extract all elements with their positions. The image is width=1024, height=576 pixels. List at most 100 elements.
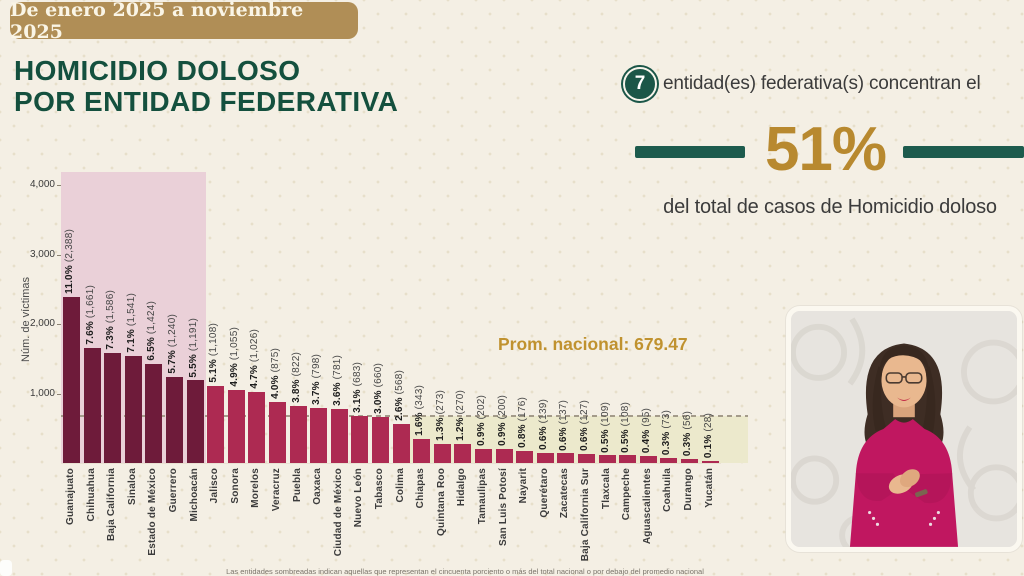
bar-value-label-aguascalientes: 0.4% (95) [640,408,652,454]
entity-count-badge: 7 [623,67,657,101]
bar-michoacan [186,380,204,463]
y-tick-mark-4000 [57,185,61,186]
entity-count-value: 7 [634,73,646,94]
bar-value-label-baja-california: 7.3% (1,586) [105,290,117,350]
x-axis-label-tlaxcala: Tlaxcala [600,468,612,510]
bar-value-label-guanajuato: 11.0% (2,388) [64,229,75,295]
x-axis-label-chiapas: Chiapas [415,468,427,509]
y-tick-label-4000: 4,000 [29,179,55,190]
x-axis-label-estado-de-mexico: Estado de México [147,468,159,556]
footnote: Las entidades sombreadas indican aquella… [226,567,704,576]
bar-value-label-chiapas: 1.6% (343) [414,385,426,437]
x-axis-label-jalisco: Jalisco [209,468,221,504]
x-axis-label-guanajuato: Guanajuato [65,468,76,526]
x-axis-label-hidalgo: Hidalgo [456,468,468,507]
bar-guerrero [166,376,183,463]
bar-estado-de-mexico [145,364,163,463]
bar-baja-california [104,352,122,463]
x-axis-label-queretaro: Querétaro [538,468,550,518]
x-axis-label-nuevo-leon: Nuevo León [353,468,365,528]
period-banner: De enero 2025 a noviembre 2025 [10,0,358,43]
y-tick-label-3000: 3,000 [29,248,55,260]
x-axis-label-ciudad-de-mexico: Ciudad de México [332,468,344,557]
bar-baja-california-sur [578,454,595,463]
y-tick-mark-1000 [57,393,61,395]
y-tick-label-1000: 1,000 [29,387,55,399]
highlight-percent: 51% [764,115,887,184]
bar-value-label-san-luis-potosi: 0.9% (200) [496,395,508,447]
x-axis-label-yucatan: Yucatán [703,468,715,508]
bar-value-label-yucatan: 0.1% (28) [702,412,714,459]
x-axis-label-baja-california: Baja California [106,468,118,542]
bar-aguascalientes [639,456,657,463]
bar-jalisco [207,385,225,463]
bar-value-label-nuevo-leon: 3.1% (683) [352,361,364,413]
period-banner-label: De enero 2025 a noviembre 2025 [10,0,304,43]
bar-value-label-colima: 2.6% (568) [393,369,405,421]
interpreter-person [849,343,959,547]
x-axis-label-campeche: Campeche [621,468,633,521]
page-title-line1: HOMICIDIO DOLOSO [14,55,301,86]
bar-campeche [619,455,637,463]
bar-queretaro [536,453,554,463]
bar-value-label-puebla: 3.8% (822) [290,351,302,403]
bar-sinaloa [124,355,142,463]
bar-yucatan [701,461,719,463]
x-axis-label-michoacan: Michoacán [188,468,200,522]
y-tick-mark-3000 [57,254,61,256]
bar-value-label-campeche: 0.5% (108) [620,401,632,453]
bar-nuevo-leon [351,415,369,463]
bar-value-label-guerrero: 5.7% (1,240) [167,314,178,374]
x-axis-label-durango: Durango [683,468,694,511]
bar-quintana-roo [433,444,451,463]
bar-zacatecas [557,453,575,463]
bar-oaxaca [310,407,328,463]
bar-chihuahua [83,347,101,463]
bar-veracruz [269,402,286,463]
x-axis-label-san-luis-potosi: San Luis Potosí [497,468,509,547]
bar-value-label-tlaxcala: 0.5% (109) [599,401,611,453]
highlight-sub-text: del total de casos de Homicidio doloso [663,196,997,218]
x-axis-line [61,463,721,464]
bar-colima [392,423,410,463]
accent-bar-left [635,146,745,158]
y-tick-mark-2000 [57,324,61,325]
bar-morelos [248,391,266,463]
page-title-line2: POR ENTIDAD FEDERATIVA [14,86,399,117]
national-average-label: Prom. nacional: 679.47 [498,334,688,354]
bar-san-luis-potosi [495,449,513,463]
x-axis-label-sinaloa: Sinaloa [126,468,138,505]
x-axis-label-aguascalientes: Aguascalientes [641,468,653,545]
x-axis-label-veracruz: Veracruz [271,468,282,512]
bar-value-label-zacatecas: 0.6% (137) [558,399,570,451]
bar-value-label-jalisco: 5.1% (1,108) [208,323,220,383]
bar-value-label-tamaulipas: 0.9% (202) [476,395,487,446]
x-axis-label-coahuila: Coahuila [662,468,674,512]
x-axis-label-nayarit: Nayarit [518,468,530,504]
bar-chiapas [413,439,431,463]
x-axis-label-guerrero: Guerrero [168,468,179,513]
x-axis-label-baja-california-sur: Baja California Sur [580,468,591,562]
x-axis-label-morelos: Morelos [250,468,262,508]
bar-value-label-morelos: 4.7% (1,026) [249,329,261,389]
x-axis-label-quintana-roo: Quintana Roo [435,468,447,536]
bar-value-label-baja-california-sur: 0.6% (127) [579,400,590,452]
bar-value-label-oaxaca: 3.7% (798) [311,353,323,405]
bar-puebla [289,405,307,463]
x-axis-label-tabasco: Tabasco [374,468,385,510]
national-average-line [61,415,748,417]
highlight-lead-text: entidad(es) federativa(s) concentran el [663,73,981,94]
interpreter-illustration [791,311,1017,547]
x-axis-label-tamaulipas: Tamaulipas [477,468,488,525]
bar-value-label-sinaloa: 7.1% (1,541) [125,293,137,353]
x-axis-label-colima: Colima [394,468,406,503]
corner-artifact [0,560,12,576]
page-title: HOMICIDIO DOLOSO POR ENTIDAD FEDERATIVA [14,55,398,117]
bar-value-label-durango: 0.3% (56) [682,410,693,457]
bar-value-label-ciudad-de-mexico: 3.6% (781) [331,354,343,406]
x-axis-label-chihuahua: Chihuahua [85,468,97,522]
bar-tabasco [372,417,389,463]
bar-tlaxcala [598,455,616,463]
